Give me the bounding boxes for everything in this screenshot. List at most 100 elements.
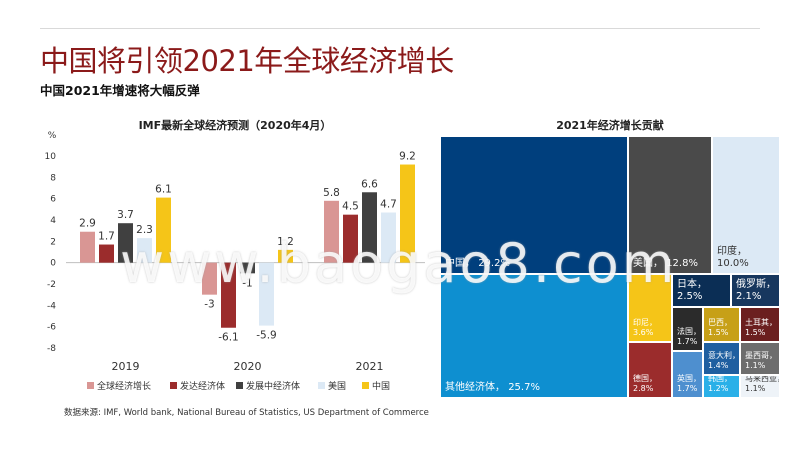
treemap-cell-value: 1.4% <box>708 361 729 370</box>
y-tick-label: -2 <box>47 280 56 290</box>
treemap: 中国， 29.2% 其他经济体， 25.7% 美国， 12.8% 印度， 10.0% 俄罗… <box>440 136 780 398</box>
treemap-cell-value: 1.1% <box>745 361 766 370</box>
data-label: -3 <box>204 299 214 311</box>
data-label: 5.8 <box>323 187 340 199</box>
y-tick-label: 4 <box>50 216 56 226</box>
treemap-cell: 日本， 2.5% <box>672 274 731 307</box>
treemap-cell-name: 其他经济体， <box>445 382 505 393</box>
slide-title: 中国将引领2021年全球经济增长 <box>40 44 454 78</box>
treemap-cell-label: 中国， 29.2% <box>445 258 510 270</box>
data-label: 9.2 <box>399 151 416 163</box>
y-tick-label: -6 <box>47 323 56 333</box>
data-label: -5.9 <box>256 330 277 342</box>
bar <box>400 164 415 263</box>
bar <box>381 212 396 263</box>
treemap-cell-value: 1.7% <box>677 337 698 346</box>
legend-swatch <box>362 382 369 389</box>
treemap-cell-value: 10.0% <box>717 258 749 269</box>
y-tick-label: 8 <box>50 173 56 183</box>
y-tick-label: -8 <box>47 344 56 354</box>
bar <box>202 262 217 295</box>
treemap-cell-label: 意大利， 1.4% <box>708 351 739 371</box>
bar <box>324 200 339 263</box>
treemap-cell-name: 巴西， <box>708 318 732 327</box>
bar <box>137 238 152 263</box>
treemap-cell-name: 印度， <box>717 246 747 257</box>
treemap-cell: 印度， 10.0% <box>712 136 780 274</box>
watermark: www.baogao8.com <box>120 232 678 295</box>
treemap-cell-name: 法国， <box>677 327 701 336</box>
data-label: 1.7 <box>98 231 115 243</box>
y-tick-label: 2 <box>50 237 56 247</box>
treemap-cell: 意大利， 1.4% <box>703 342 740 375</box>
treemap-cell: 俄罗斯， 2.1% <box>731 274 780 307</box>
data-label: 2.9 <box>79 218 96 230</box>
bar <box>362 192 377 263</box>
legend-swatch <box>170 382 177 389</box>
treemap-cell: 德国， 2.8% <box>628 342 672 398</box>
treemap-cell-name: 美国， <box>633 258 663 269</box>
legend-label: 全球经济增长 <box>97 380 151 392</box>
treemap-cell-label: 德国， 2.8% <box>633 374 657 394</box>
treemap-cell: 英国， 1.7% <box>672 351 703 398</box>
treemap-cell-label: 法国， 1.7% <box>677 327 701 347</box>
y-tick-label: -4 <box>47 301 56 311</box>
legend-label: 发展中经济体 <box>246 380 300 392</box>
treemap-cell: 法国， 1.7% <box>672 307 703 351</box>
bar <box>156 197 171 263</box>
treemap-cell: 土耳其， 1.5% <box>740 307 780 342</box>
data-label: 4.5 <box>342 201 359 213</box>
x-category-label: 2020 <box>234 360 262 373</box>
treemap-cell-name: 中国， <box>445 258 475 269</box>
treemap-cell-value: 1.5% <box>708 328 729 337</box>
treemap-cell-name: 德国， <box>633 374 657 383</box>
bar-chart: IMF最新全球经济预测（2020年4月）%1086420-2-4-6-82.91… <box>45 118 425 392</box>
treemap-cell-label: 印尼， 3.6% <box>633 318 657 338</box>
treemap-cell-name: 马来西亚， <box>745 375 779 383</box>
x-category-label: 2019 <box>112 360 140 373</box>
treemap-cell: 马来西亚，1.1% <box>740 375 780 398</box>
legend-label: 发达经济体 <box>180 380 225 392</box>
treemap-cell-label: 美国， 12.8% <box>633 258 698 270</box>
data-label: 6.6 <box>361 178 378 190</box>
bar <box>278 249 293 263</box>
treemap-cell: 美国， 12.8% <box>628 136 712 274</box>
bar <box>221 262 236 328</box>
legend-swatch <box>318 382 325 389</box>
data-label: 2.3 <box>136 224 153 236</box>
treemap-cell-value: 1.5% <box>745 328 766 337</box>
treemap-cell-label: 日本， 2.5% <box>677 279 707 303</box>
data-label: -1 <box>242 277 252 289</box>
treemap-cell-label: 其他经济体， 25.7% <box>445 382 540 394</box>
treemap-cell-name: 墨西哥， <box>745 351 777 360</box>
source-note: 数据来源: IMF, World bank, National Bureau o… <box>64 408 429 418</box>
treemap-cell-value: 2.1% <box>736 291 762 302</box>
treemap-cell-value: 25.7% <box>508 382 540 393</box>
data-label: -6.1 <box>218 332 239 344</box>
y-axis-unit: % <box>48 131 57 141</box>
legend-swatch <box>236 382 243 389</box>
x-category-label: 2021 <box>356 360 384 373</box>
data-label: 6.1 <box>155 184 172 196</box>
treemap-cell-label: 墨西哥， 1.1% <box>745 351 777 371</box>
y-tick-label: 10 <box>45 152 57 162</box>
legend-label: 中国 <box>372 380 390 392</box>
bar-chart-title: IMF最新全球经济预测（2020年4月） <box>139 118 332 132</box>
treemap-cell-value: 3.6% <box>633 328 654 337</box>
treemap-cell-value: 1.7% <box>677 384 698 393</box>
slide-subtitle: 中国2021年增速将大幅反弹 <box>40 83 200 98</box>
treemap-cell-label: 俄罗斯， 2.1% <box>736 279 776 303</box>
data-label: 3.7 <box>117 209 134 221</box>
bar <box>118 223 133 263</box>
treemap-cell-label: 土耳其， 1.5% <box>745 318 777 338</box>
treemap-cell-value: 2.5% <box>677 291 703 302</box>
legend-label: 美国 <box>328 380 346 392</box>
data-label: 1.2 <box>277 236 294 248</box>
legend-swatch <box>87 382 94 389</box>
treemap-cell-value: 2.8% <box>633 384 654 393</box>
treemap-cell: 中国， 29.2% <box>440 136 628 274</box>
treemap-cell: 墨西哥， 1.1% <box>740 342 780 375</box>
treemap-cell-value: 1.2% <box>708 384 729 393</box>
bar <box>240 262 255 274</box>
treemap-cell-name: 印尼， <box>633 318 657 327</box>
